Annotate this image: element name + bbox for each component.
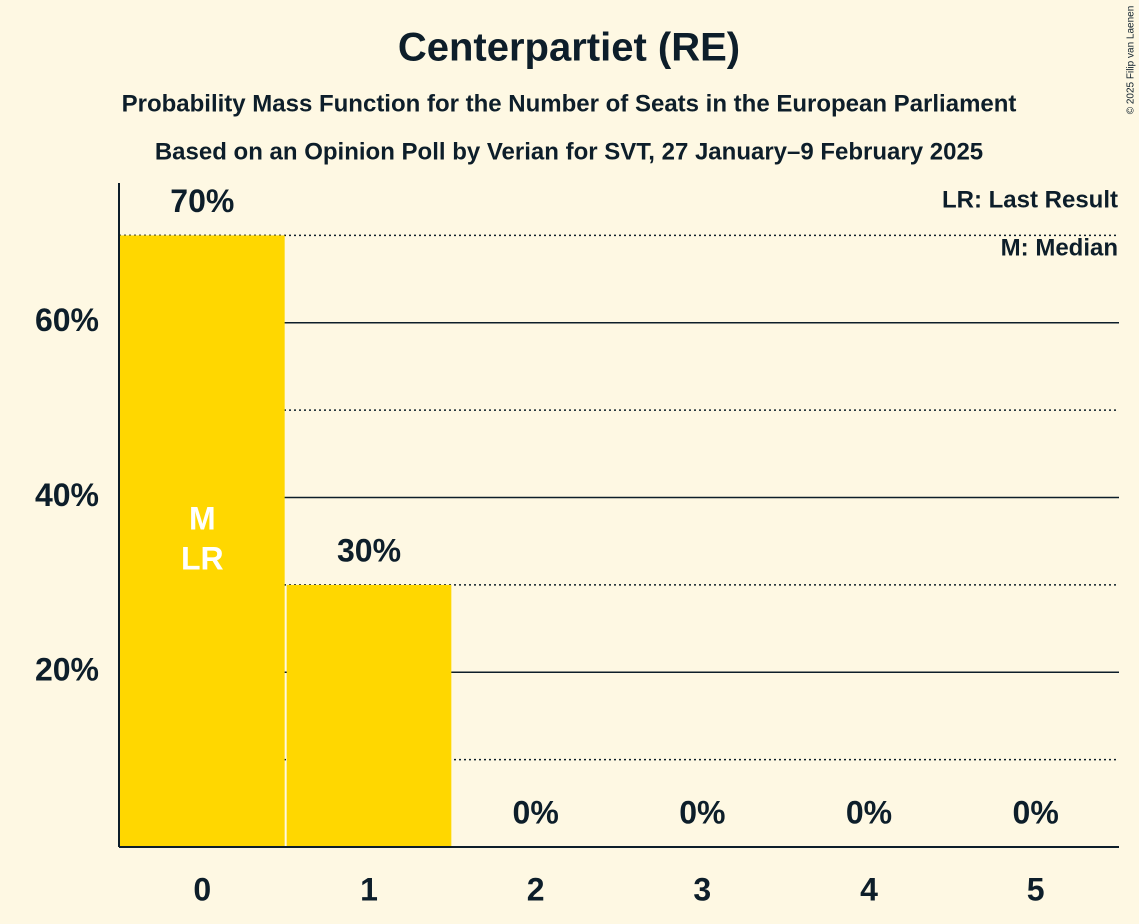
x-tick-label: 5 bbox=[1027, 871, 1045, 907]
legend-entry: M: Median bbox=[1001, 234, 1118, 261]
subtitle: Based on an Opinion Poll by Verian for S… bbox=[155, 138, 983, 165]
value-label: 0% bbox=[846, 794, 892, 830]
x-tick-label: 1 bbox=[360, 871, 378, 907]
y-tick-label: 20% bbox=[35, 652, 99, 688]
value-label: 70% bbox=[170, 183, 234, 219]
y-tick-label: 40% bbox=[35, 477, 99, 513]
bar bbox=[120, 235, 285, 848]
bar bbox=[286, 584, 452, 847]
y-tick-label: 60% bbox=[35, 302, 99, 338]
x-tick-label: 4 bbox=[860, 871, 878, 907]
last-result-marker: LR bbox=[181, 541, 224, 577]
x-tick-label: 2 bbox=[527, 871, 545, 907]
subtitle: Probability Mass Function for the Number… bbox=[122, 90, 1017, 117]
copyright: © 2025 Filip van Laenen bbox=[1126, 6, 1137, 115]
value-label: 30% bbox=[337, 532, 401, 568]
x-tick-label: 0 bbox=[193, 871, 211, 907]
x-tick-label: 3 bbox=[693, 871, 711, 907]
legend-entry: LR: Last Result bbox=[942, 186, 1118, 213]
chart-title: Centerpartiet (RE) bbox=[398, 26, 740, 70]
value-label: 0% bbox=[1013, 794, 1059, 830]
value-label: 0% bbox=[513, 794, 559, 830]
value-label: 0% bbox=[679, 794, 725, 830]
median-marker: M bbox=[189, 501, 216, 537]
